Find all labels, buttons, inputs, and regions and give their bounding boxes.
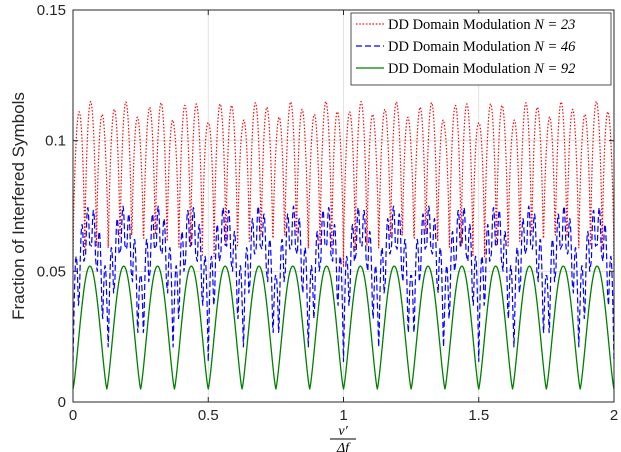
y-tick-label: 0 xyxy=(58,394,66,411)
y-tick-label: 0.15 xyxy=(37,2,66,19)
x-tick-label: 0 xyxy=(69,407,77,424)
x-axis-title-numerator: ν′ xyxy=(338,424,348,439)
x-axis-title: ν′ Δf xyxy=(330,424,356,452)
x-tick-label: 1.5 xyxy=(468,407,489,424)
y-axis-title: Fraction of Interfered Symbols xyxy=(9,92,28,320)
x-tick-label: 0.5 xyxy=(198,407,219,424)
series-line-2 xyxy=(72,205,615,363)
x-tick-label: 1 xyxy=(339,407,347,424)
series-line-1 xyxy=(72,100,615,268)
series-group xyxy=(72,100,615,390)
x-tick-label: 2 xyxy=(610,407,618,424)
y-tick-label: 0.1 xyxy=(45,133,66,150)
legend-box xyxy=(350,12,612,86)
legend-label-2: DD Domain Modulation N = 46 xyxy=(388,39,576,55)
legend: DD Domain Modulation N = 23 DD Domain Mod… xyxy=(350,12,612,86)
legend-label-3: DD Domain Modulation N = 92 xyxy=(388,61,575,77)
x-axis-title-denominator: Δf xyxy=(336,441,351,452)
series-line-3 xyxy=(72,265,615,390)
legend-label-1: DD Domain Modulation N = 23 xyxy=(388,17,575,33)
ticks-group: 0 0.5 1 1.5 2 0 0.05 0.1 0.15 xyxy=(37,2,618,424)
y-tick-label: 0.05 xyxy=(37,263,66,280)
